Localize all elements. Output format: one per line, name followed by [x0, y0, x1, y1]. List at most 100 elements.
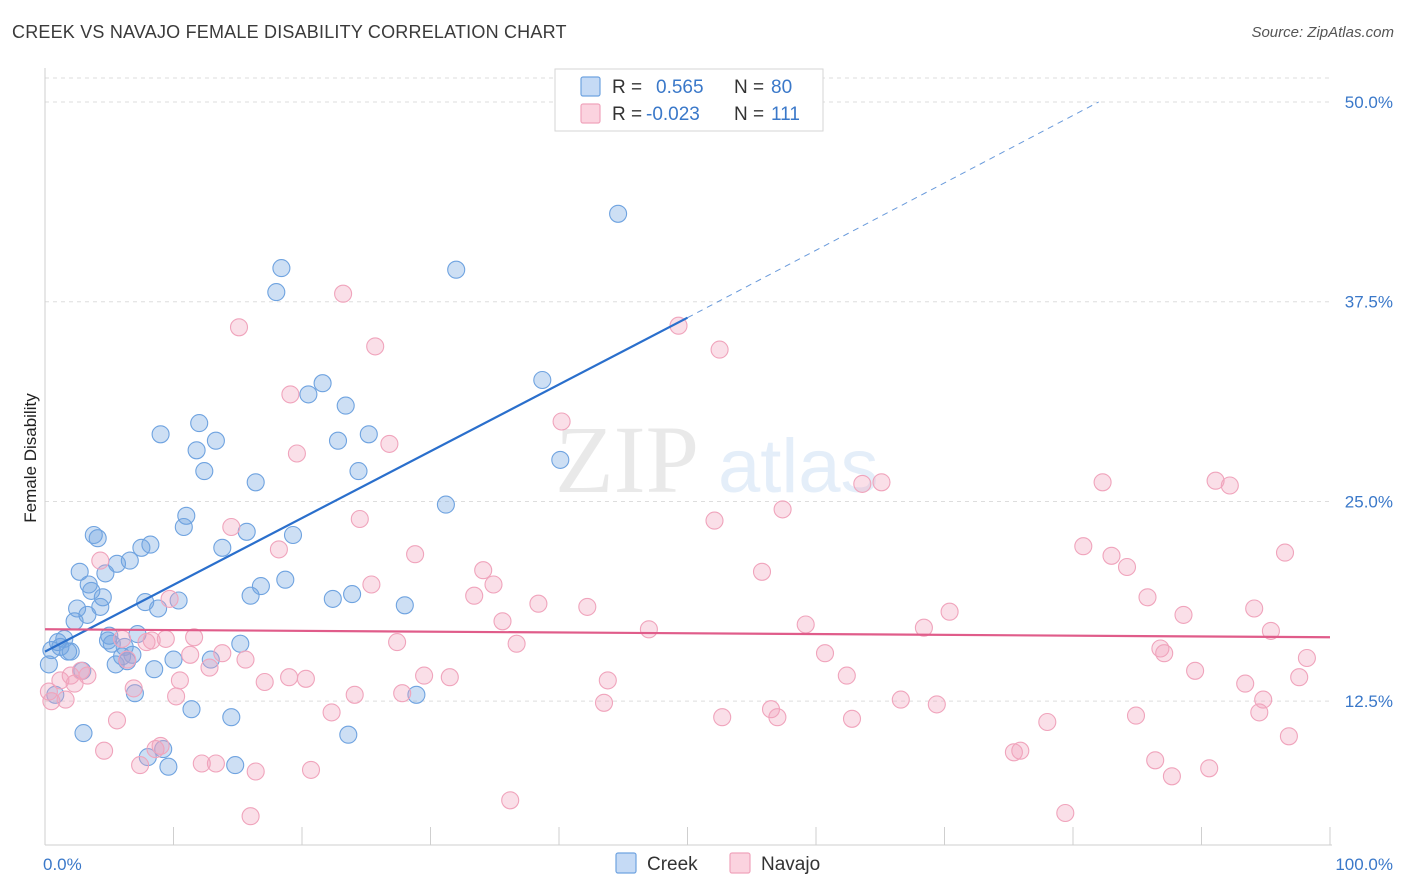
source-label: Source: ZipAtlas.com: [1251, 24, 1394, 41]
navajo-point: [914, 618, 933, 637]
navajo-point: [752, 562, 772, 581]
axes: 12.5% 25.0% 37.5% 50.0% 0.0% 100.0%: [43, 68, 1393, 874]
navajo-point: [1236, 674, 1255, 693]
navajo-point: [415, 666, 434, 685]
navajo-point: [255, 672, 274, 692]
creek-point: [59, 642, 78, 661]
creek-point: [93, 588, 112, 607]
creek-point: [339, 725, 358, 744]
navajo-point: [1254, 690, 1273, 709]
navajo-point: [280, 668, 299, 687]
legend-navajo-r-value: -0.023: [646, 104, 700, 125]
navajo-point: [501, 791, 520, 810]
navajo-point: [1174, 605, 1193, 624]
navajo-point: [229, 318, 249, 337]
navajo-point: [118, 650, 137, 669]
legend-creek-n-value: 80: [771, 77, 792, 98]
creek-point: [106, 655, 125, 674]
creek-point: [251, 577, 270, 596]
creek-point: [213, 538, 232, 557]
navajo-point: [345, 685, 364, 704]
navajo-trend-line: [44, 628, 1331, 639]
navajo-point: [185, 628, 204, 647]
creek-point: [246, 473, 265, 492]
navajo-point: [710, 340, 729, 359]
navajo-point: [837, 666, 856, 685]
navajo-point: [853, 474, 872, 493]
navajo-point: [1004, 743, 1023, 762]
navajo-point: [167, 687, 186, 706]
navajo-point: [42, 692, 61, 711]
y-tick-label: 12.5%: [1345, 692, 1393, 711]
navajo-point: [578, 597, 597, 616]
navajo-point: [474, 561, 493, 580]
navajo-point: [773, 500, 792, 519]
navajo-point: [206, 754, 225, 773]
legend-navajo-n-value: 111: [771, 104, 800, 125]
creek-point: [237, 522, 256, 541]
creek-point: [169, 591, 188, 610]
creek-point: [395, 596, 414, 615]
navajo-point: [1102, 546, 1121, 565]
navajo-point: [1155, 644, 1174, 663]
creek-point: [82, 581, 101, 600]
navajo-point: [639, 620, 658, 639]
chart-title: CREEK VS NAVAJO FEMALE DISABILITY CORREL…: [12, 22, 567, 42]
y-axis-label: Female Disability: [21, 393, 40, 523]
navajo-point: [181, 645, 200, 664]
creek-point: [195, 462, 214, 481]
creek-point: [39, 655, 58, 674]
navajo-point: [200, 658, 219, 677]
navajo-point: [1200, 759, 1219, 778]
navajo-point: [940, 602, 959, 621]
creek-point: [174, 517, 193, 537]
creek-point: [336, 396, 355, 415]
x-tick-label: 0.0%: [43, 855, 82, 874]
navajo-point: [362, 575, 381, 594]
navajo-point: [91, 551, 110, 570]
navajo-point: [815, 644, 835, 663]
creek-series-swatch: [615, 852, 637, 874]
legend-navajo-n-label: N =: [734, 104, 764, 125]
navajo-point: [322, 703, 341, 722]
creek-point: [88, 529, 107, 548]
navajo-legend-swatch: [580, 103, 601, 124]
navajo-point: [350, 509, 369, 529]
creek-point: [272, 259, 291, 278]
y-tick-label: 25.0%: [1345, 492, 1393, 511]
navajo-point: [796, 615, 815, 634]
navajo-point: [598, 671, 617, 690]
creek-point: [98, 631, 118, 650]
creek-point: [120, 551, 139, 570]
creek-point: [70, 562, 89, 581]
navajo-point: [170, 671, 189, 690]
creek-point: [323, 589, 342, 608]
navajo-point: [1117, 557, 1137, 577]
watermark: ZIP atlas: [555, 406, 879, 513]
navajo-point: [1206, 471, 1225, 490]
navajo-point: [131, 756, 150, 775]
grid: [45, 77, 1330, 702]
creek-point: [159, 757, 178, 776]
creek-point: [164, 650, 183, 669]
creek-point: [551, 450, 570, 469]
navajo-point: [507, 634, 526, 653]
navajo-point: [192, 754, 211, 773]
creek-point: [154, 740, 173, 759]
navajo-point: [872, 473, 891, 492]
creek-point: [145, 660, 164, 679]
navajo-point: [146, 740, 165, 759]
navajo-point: [151, 736, 170, 755]
creek-point: [226, 756, 245, 775]
navajo-point: [334, 284, 353, 303]
creek-point: [206, 431, 225, 450]
navajo-series-swatch: [729, 852, 751, 874]
watermark-atlas: atlas: [718, 424, 879, 509]
navajo-point: [281, 385, 300, 404]
navajo-series-label: Navajo: [761, 854, 820, 875]
navajo-point: [1011, 741, 1030, 760]
creek-point: [267, 283, 286, 302]
creek-point: [359, 425, 378, 444]
legend-creek-r-label: R =: [612, 77, 642, 98]
